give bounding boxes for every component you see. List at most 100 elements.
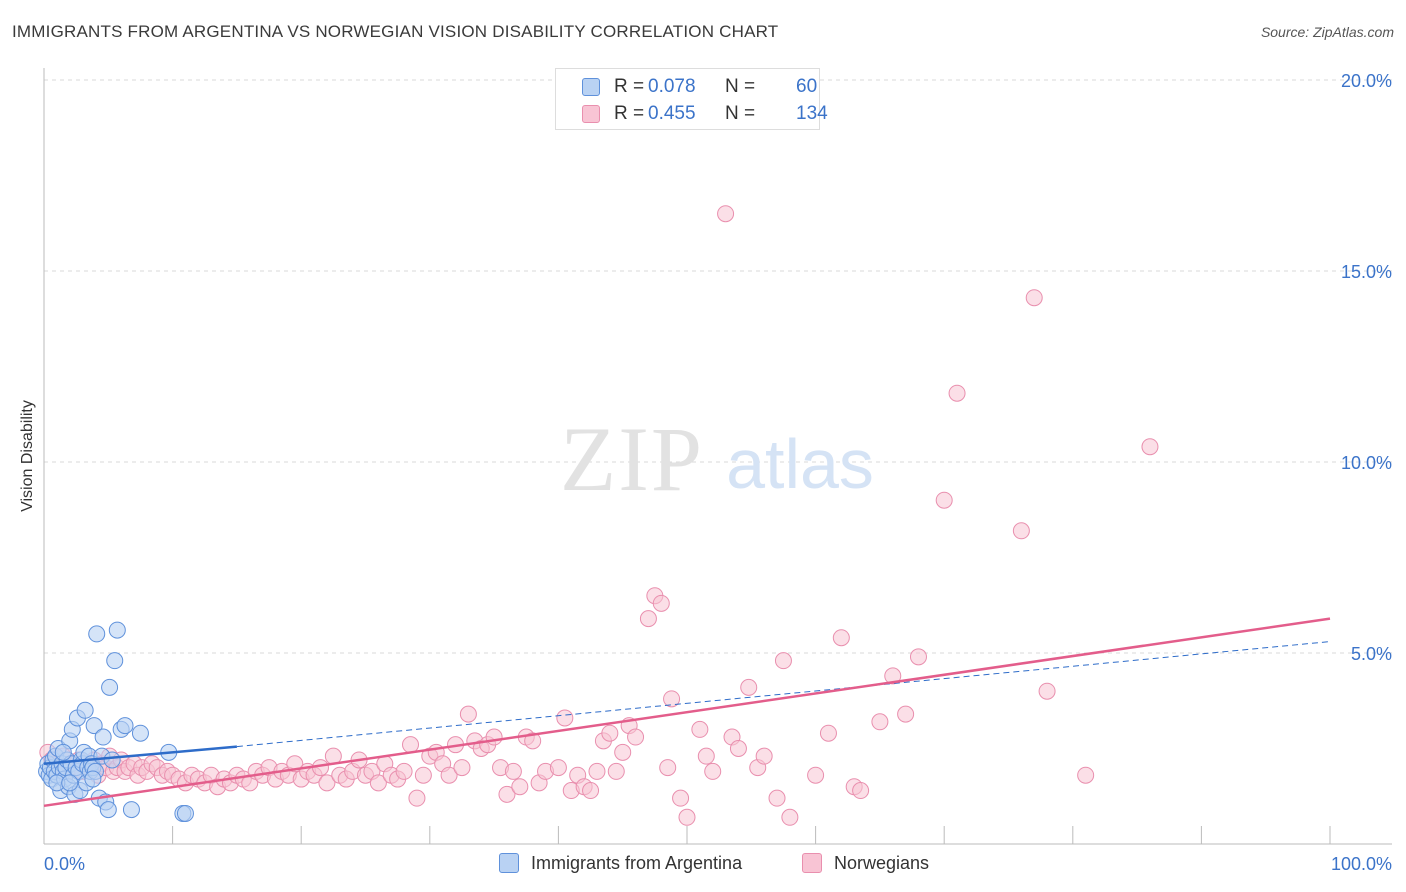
norwegians-point <box>556 709 574 727</box>
argentina-point <box>61 774 79 792</box>
norwegians-point <box>807 766 825 784</box>
grid-lines <box>44 79 1392 654</box>
norwegians-point <box>318 774 336 792</box>
argentina-point <box>103 751 121 769</box>
trend-lines <box>43 617 1331 808</box>
norwegians-point <box>601 724 619 742</box>
argentina-point <box>108 621 126 639</box>
y-tick-label: 20.0% <box>1341 71 1392 91</box>
source-label: Source: ZipAtlas.com <box>1260 24 1394 40</box>
norwegians-point <box>414 766 432 784</box>
norwegians-point <box>740 678 758 696</box>
argentina-point <box>76 701 94 719</box>
norwegians-point <box>524 732 542 750</box>
norwegians-point <box>1077 766 1095 784</box>
norwegians-point <box>408 789 426 807</box>
axes <box>43 68 1392 845</box>
norwegians-point <box>485 728 503 746</box>
n-label: N = <box>725 76 756 97</box>
legend-label: Norwegians <box>834 853 930 873</box>
norwegians-point <box>768 789 786 807</box>
correlation-legend: R = 0.078 N = 60 R = 0.455 N = 134 <box>555 68 828 130</box>
argentina-swatch <box>582 78 600 96</box>
norwegians-point <box>755 747 773 765</box>
argentina-point <box>106 652 124 670</box>
argentina-point <box>85 717 103 735</box>
norwegians-point <box>832 629 850 647</box>
norwegians-point <box>1025 289 1043 307</box>
norwegians-point <box>909 648 927 666</box>
argentina-swatch <box>499 853 519 873</box>
argentina-point <box>122 801 140 819</box>
y-tick-label: 15.0% <box>1341 262 1392 282</box>
y-tick-label: 5.0% <box>1351 644 1392 664</box>
norwegians-point <box>453 759 471 777</box>
norwegians-points <box>39 205 1159 826</box>
norwegians-point <box>511 778 529 796</box>
norwegians-point <box>774 652 792 670</box>
x-tick-label: 100.0% <box>1331 854 1392 874</box>
norwegians-swatch <box>802 853 822 873</box>
watermark-atlas: atlas <box>726 425 874 503</box>
norwegians-point <box>697 747 715 765</box>
norwegians-point <box>627 728 645 746</box>
norwegians-point <box>781 808 799 826</box>
norwegians-point <box>884 667 902 685</box>
norwegians-point <box>717 205 735 223</box>
y-tick-label: 10.0% <box>1341 453 1392 473</box>
argentina-point <box>116 717 134 735</box>
norwegians-point <box>691 720 709 738</box>
norwegians-point <box>614 743 632 761</box>
norwegians-point <box>852 782 870 800</box>
norwegians-point <box>935 491 953 509</box>
norwegians-point <box>549 759 567 777</box>
norwegians-point <box>948 384 966 402</box>
n-value: 134 <box>796 103 828 124</box>
norwegians-swatch <box>582 105 600 123</box>
argentina-point <box>176 804 194 822</box>
argentina-point <box>101 678 119 696</box>
norwegians-point <box>871 713 889 731</box>
norwegians-point <box>663 690 681 708</box>
x-tick-label: 0.0% <box>44 854 85 874</box>
norwegians-point <box>1012 522 1030 540</box>
r-value: 0.078 <box>648 76 696 97</box>
watermark: ZIP atlas <box>560 408 874 510</box>
norwegians-point <box>402 736 420 754</box>
norwegians-point <box>819 724 837 742</box>
norwegians-point <box>1038 682 1056 700</box>
norwegians-point <box>440 766 458 784</box>
argentina-point <box>131 724 149 742</box>
argentina-point <box>88 625 106 643</box>
norwegians-point <box>729 740 747 757</box>
argentina-points <box>38 621 194 822</box>
n-label: N = <box>725 103 756 124</box>
norwegians-point <box>459 705 477 723</box>
argentina-point <box>94 728 112 746</box>
argentina-point <box>54 743 72 761</box>
r-label: R = <box>614 76 645 97</box>
argentina-trend-line <box>43 745 238 766</box>
norwegians-point <box>498 785 516 803</box>
norwegians-point <box>607 762 625 780</box>
norwegians-point <box>1141 438 1159 456</box>
norwegians-point <box>588 762 606 780</box>
argentina-trend-extension <box>236 641 1331 748</box>
norwegians-point <box>672 789 690 807</box>
tick-labels: 5.0% 10.0% 15.0% 20.0% 0.0% 100.0% <box>44 71 1392 874</box>
norwegians-point <box>504 762 522 780</box>
norwegians-point <box>639 610 657 628</box>
norwegians-point <box>395 762 413 780</box>
argentina-point <box>99 801 117 819</box>
norwegians-point <box>582 782 600 800</box>
legend-label: Immigrants from Argentina <box>531 853 743 873</box>
norwegians-point <box>659 759 677 777</box>
chart-title: IMMIGRANTS FROM ARGENTINA VS NORWEGIAN V… <box>12 22 779 41</box>
norwegians-point <box>897 705 915 723</box>
norwegians-point <box>678 808 696 826</box>
norwegians-point <box>369 774 387 792</box>
n-value: 60 <box>796 76 818 97</box>
r-value: 0.455 <box>648 103 696 124</box>
norwegians-point <box>652 594 670 612</box>
